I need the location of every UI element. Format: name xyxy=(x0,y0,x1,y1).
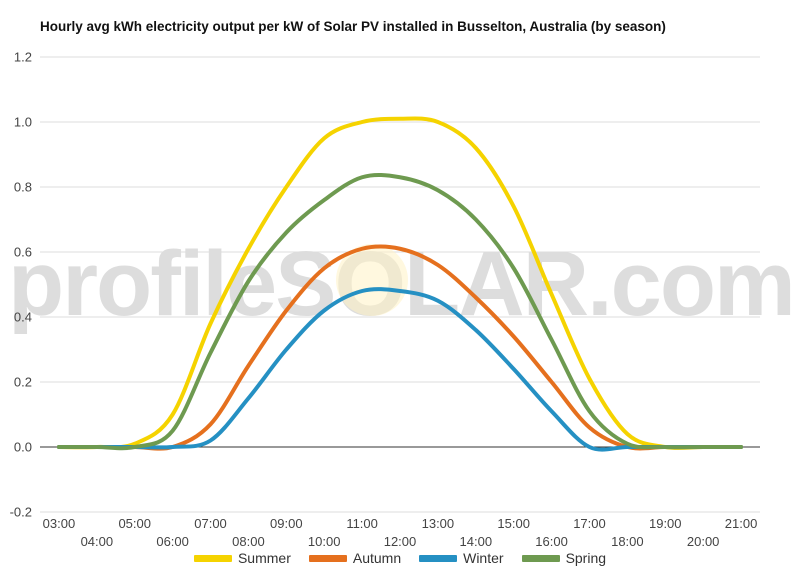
x-tick-label: 21:00 xyxy=(725,516,758,531)
legend-label: Spring xyxy=(565,550,607,566)
legend-swatch xyxy=(193,554,232,562)
x-tick-label: 09:00 xyxy=(270,516,303,531)
x-tick-label: 05:00 xyxy=(118,516,151,531)
y-tick-label: 1.0 xyxy=(14,115,32,130)
x-tick-label: 19:00 xyxy=(649,516,682,531)
legend-item-summer[interactable]: Summer xyxy=(193,550,291,566)
x-tick-label: 07:00 xyxy=(194,516,227,531)
x-tick-label: 12:00 xyxy=(384,534,417,548)
legend-label: Autumn xyxy=(352,550,402,566)
legend-swatch xyxy=(521,554,560,562)
series-line-winter xyxy=(56,287,744,452)
legend-label: Winter xyxy=(463,550,504,566)
line-chart: -0.2 0.0 0.2 0.4 0.6 0.8 1.0 1.2 03:00 04:00 05:00… xyxy=(10,50,760,548)
x-tick-label: 14:00 xyxy=(460,534,493,548)
x-tick-label: 11:00 xyxy=(346,516,378,531)
series-line-summer xyxy=(56,116,744,450)
x-tick-label: 15:00 xyxy=(497,516,530,531)
x-tick-label: 03:00 xyxy=(43,516,76,531)
y-tick-label: 0.0 xyxy=(14,440,32,455)
legend-item-autumn[interactable]: Autumn xyxy=(308,550,402,566)
legend-swatch xyxy=(308,554,347,562)
y-tick-label: 0.8 xyxy=(14,180,32,195)
x-tick-label: 20:00 xyxy=(687,534,720,548)
watermark-sun-icon xyxy=(336,244,408,316)
series-line-spring xyxy=(56,173,744,451)
x-tick-label: 06:00 xyxy=(156,534,189,548)
x-tick-label: 16:00 xyxy=(535,534,568,548)
legend-item-winter[interactable]: Winter xyxy=(419,550,504,566)
x-tick-label: 04:00 xyxy=(81,534,114,548)
y-tick-label: -0.2 xyxy=(10,505,32,520)
x-tick-label: 10:00 xyxy=(308,534,341,548)
x-tick-label: 17:00 xyxy=(573,516,606,531)
y-tick-label: 0.6 xyxy=(14,245,32,260)
legend-item-spring[interactable]: Spring xyxy=(521,550,607,566)
legend-label: Summer xyxy=(237,550,291,566)
y-tick-label: 0.4 xyxy=(14,310,32,325)
legend-swatch xyxy=(419,554,458,562)
x-tick-label: 18:00 xyxy=(611,534,644,548)
chart-title: Hourly avg kWh electricity output per kW… xyxy=(40,19,666,34)
x-tick-label: 13:00 xyxy=(422,516,455,531)
chart-legend: Summer Autumn Winter Spring xyxy=(0,548,800,568)
y-tick-label: 1.2 xyxy=(14,50,32,65)
x-tick-label: 08:00 xyxy=(232,534,265,548)
y-tick-label: 0.2 xyxy=(14,375,32,390)
